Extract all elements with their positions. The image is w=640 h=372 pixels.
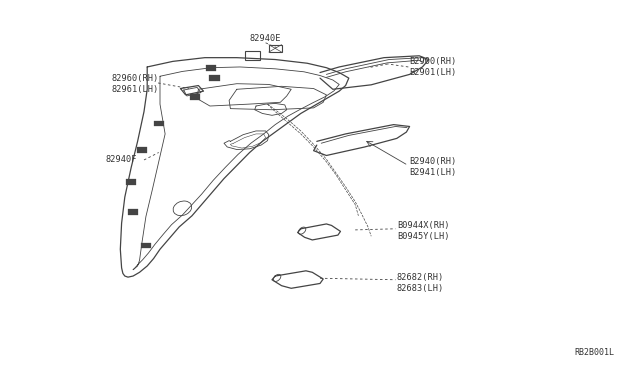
Polygon shape <box>137 147 147 153</box>
Polygon shape <box>190 94 200 100</box>
Text: 82940E: 82940E <box>250 34 282 43</box>
Polygon shape <box>206 65 216 71</box>
Polygon shape <box>128 209 138 215</box>
Polygon shape <box>154 121 164 126</box>
Text: 82960(RH)
82961(LH): 82960(RH) 82961(LH) <box>112 74 159 94</box>
Text: B2940(RH)
B2941(LH): B2940(RH) B2941(LH) <box>410 157 457 177</box>
Text: 82682(RH)
82683(LH): 82682(RH) 82683(LH) <box>397 273 444 293</box>
Text: B0944X(RH)
B0945Y(LH): B0944X(RH) B0945Y(LH) <box>397 221 449 241</box>
Text: 82940F: 82940F <box>106 155 137 164</box>
Text: RB2B001L: RB2B001L <box>575 348 614 357</box>
Polygon shape <box>126 179 136 185</box>
Polygon shape <box>209 75 220 81</box>
Polygon shape <box>141 243 151 248</box>
Text: B2900(RH)
B2901(LH): B2900(RH) B2901(LH) <box>410 57 457 77</box>
